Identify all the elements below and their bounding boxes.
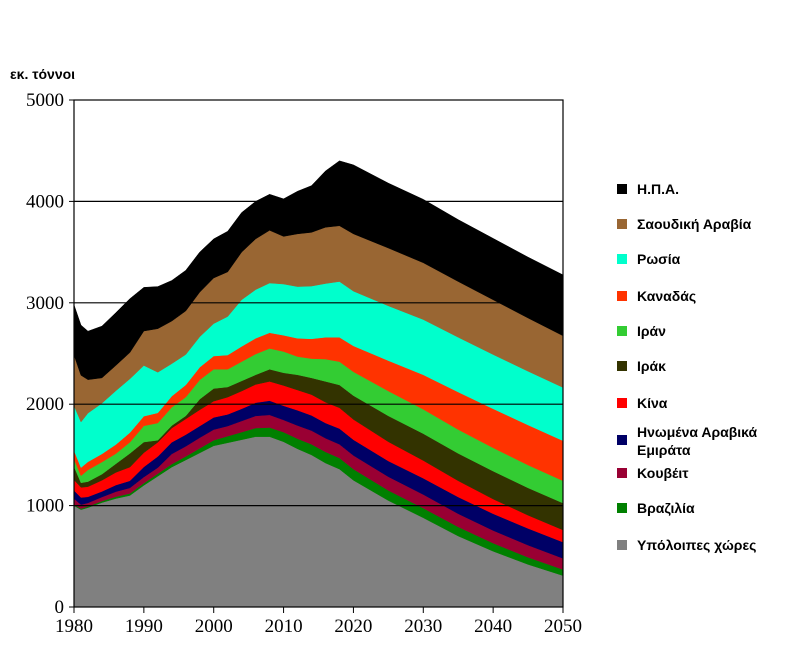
legend-swatch-6: [617, 326, 627, 336]
legend-swatch-10: [617, 184, 627, 194]
legend-swatch-5: [617, 361, 627, 371]
y-axis-unit-label: εκ. τόννοι: [10, 66, 75, 82]
axes: 0 1000 2000 3000 4000 5000 1980 1990 2000 2010 202…: [26, 90, 582, 637]
gridlines: [74, 200, 563, 507]
legend-swatch-7: [617, 291, 627, 301]
x-tick-label: 1980: [55, 616, 93, 637]
legend-swatch-2: [617, 468, 627, 478]
legend-swatch-4: [617, 398, 627, 408]
legend-swatch-1: [617, 503, 627, 513]
legend-label-6: Ιράν: [637, 323, 666, 339]
legend-label-0: Υπόλοιπες χώρες: [637, 537, 756, 553]
x-tick-label: 2050: [544, 616, 582, 637]
legend-swatch-3: [617, 435, 627, 445]
legend-label-2: Κουβέιτ: [637, 465, 689, 481]
y-tick-label: 3000: [26, 293, 64, 314]
plot-frame: [73, 99, 564, 608]
x-tick-label: 1990: [125, 616, 163, 637]
legend: Η.Π.Α. Σαουδική Αραβία Ρωσία Καναδάς Ιράν Ιρά…: [617, 181, 758, 553]
legend-swatch-9: [617, 219, 627, 229]
x-tick-label: 2010: [265, 616, 303, 637]
legend-label-10: Η.Π.Α.: [637, 181, 679, 197]
legend-label-3: Ηνωμένα Αραβικά Εμιράτα: [637, 424, 758, 458]
legend-label-1: Βραζιλία: [637, 500, 695, 516]
legend-label-9: Σαουδική Αραβία: [637, 216, 752, 232]
x-tick-label: 2020: [334, 616, 372, 637]
legend-label-5: Ιράκ: [637, 358, 666, 374]
legend-label-7: Καναδάς: [637, 288, 696, 304]
x-tick-label: 2040: [474, 616, 512, 637]
y-tick-label: 5000: [26, 90, 64, 111]
legend-label-4: Κίνα: [637, 395, 668, 411]
legend-label-8: Ρωσία: [637, 251, 681, 267]
y-tick-label: 0: [55, 597, 65, 618]
y-tick-label: 4000: [26, 191, 64, 212]
area-layers: [73, 160, 564, 608]
x-tick-label: 2000: [195, 616, 233, 637]
y-tick-label: 2000: [26, 394, 64, 415]
legend-swatch-8: [617, 254, 627, 264]
legend-swatch-0: [617, 540, 627, 550]
y-tick-label: 1000: [26, 496, 64, 517]
x-tick-label: 2030: [404, 616, 442, 637]
